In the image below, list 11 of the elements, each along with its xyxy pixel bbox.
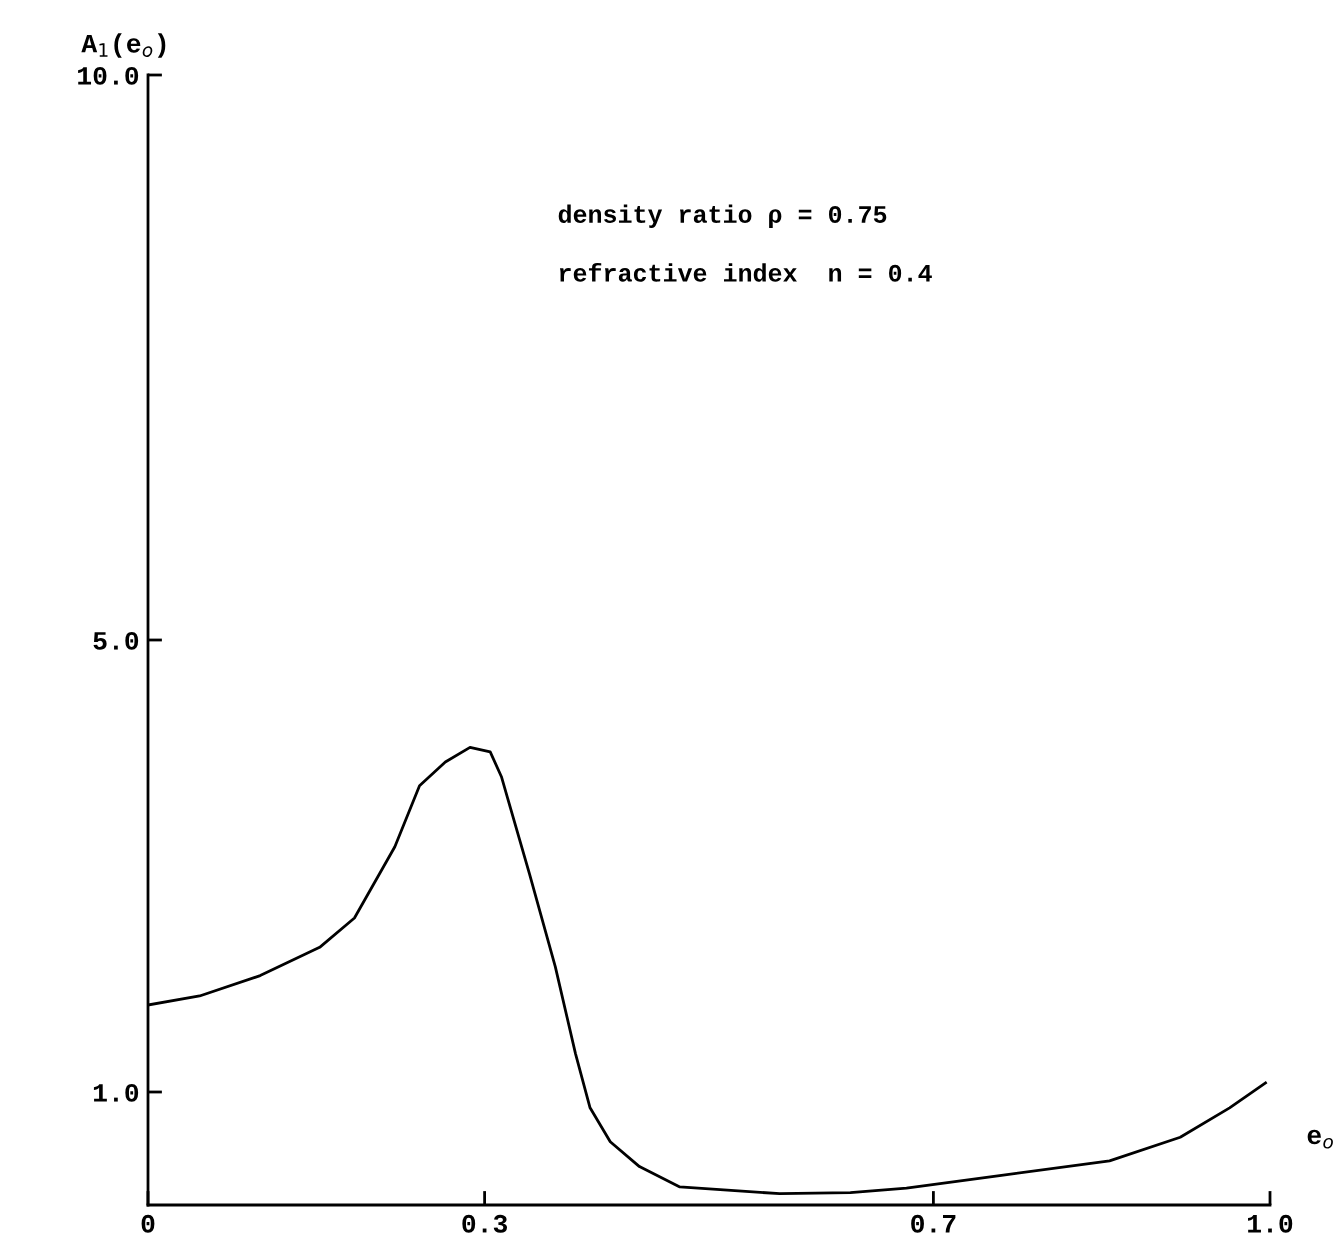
y-tick-label: 5.0	[93, 631, 139, 650]
y-axis-title: A$_{1}$(e$_{o}$)	[81, 33, 166, 58]
x-axis-title: e$_{o}$	[1307, 1129, 1333, 1149]
annotation: refractive index n = 0.4	[559, 262, 932, 282]
y-tick-label: 1.0	[93, 1083, 139, 1102]
x-tick-label: 0.7	[911, 1214, 956, 1233]
annotation: density ratio ρ = 0.75	[558, 204, 887, 228]
x-tick-label: 0	[141, 1214, 155, 1233]
x-tick-label: 0.3	[462, 1214, 508, 1233]
x-tick-label: 1.0	[1248, 1214, 1293, 1233]
y-tick-label: 10.0	[78, 66, 139, 85]
